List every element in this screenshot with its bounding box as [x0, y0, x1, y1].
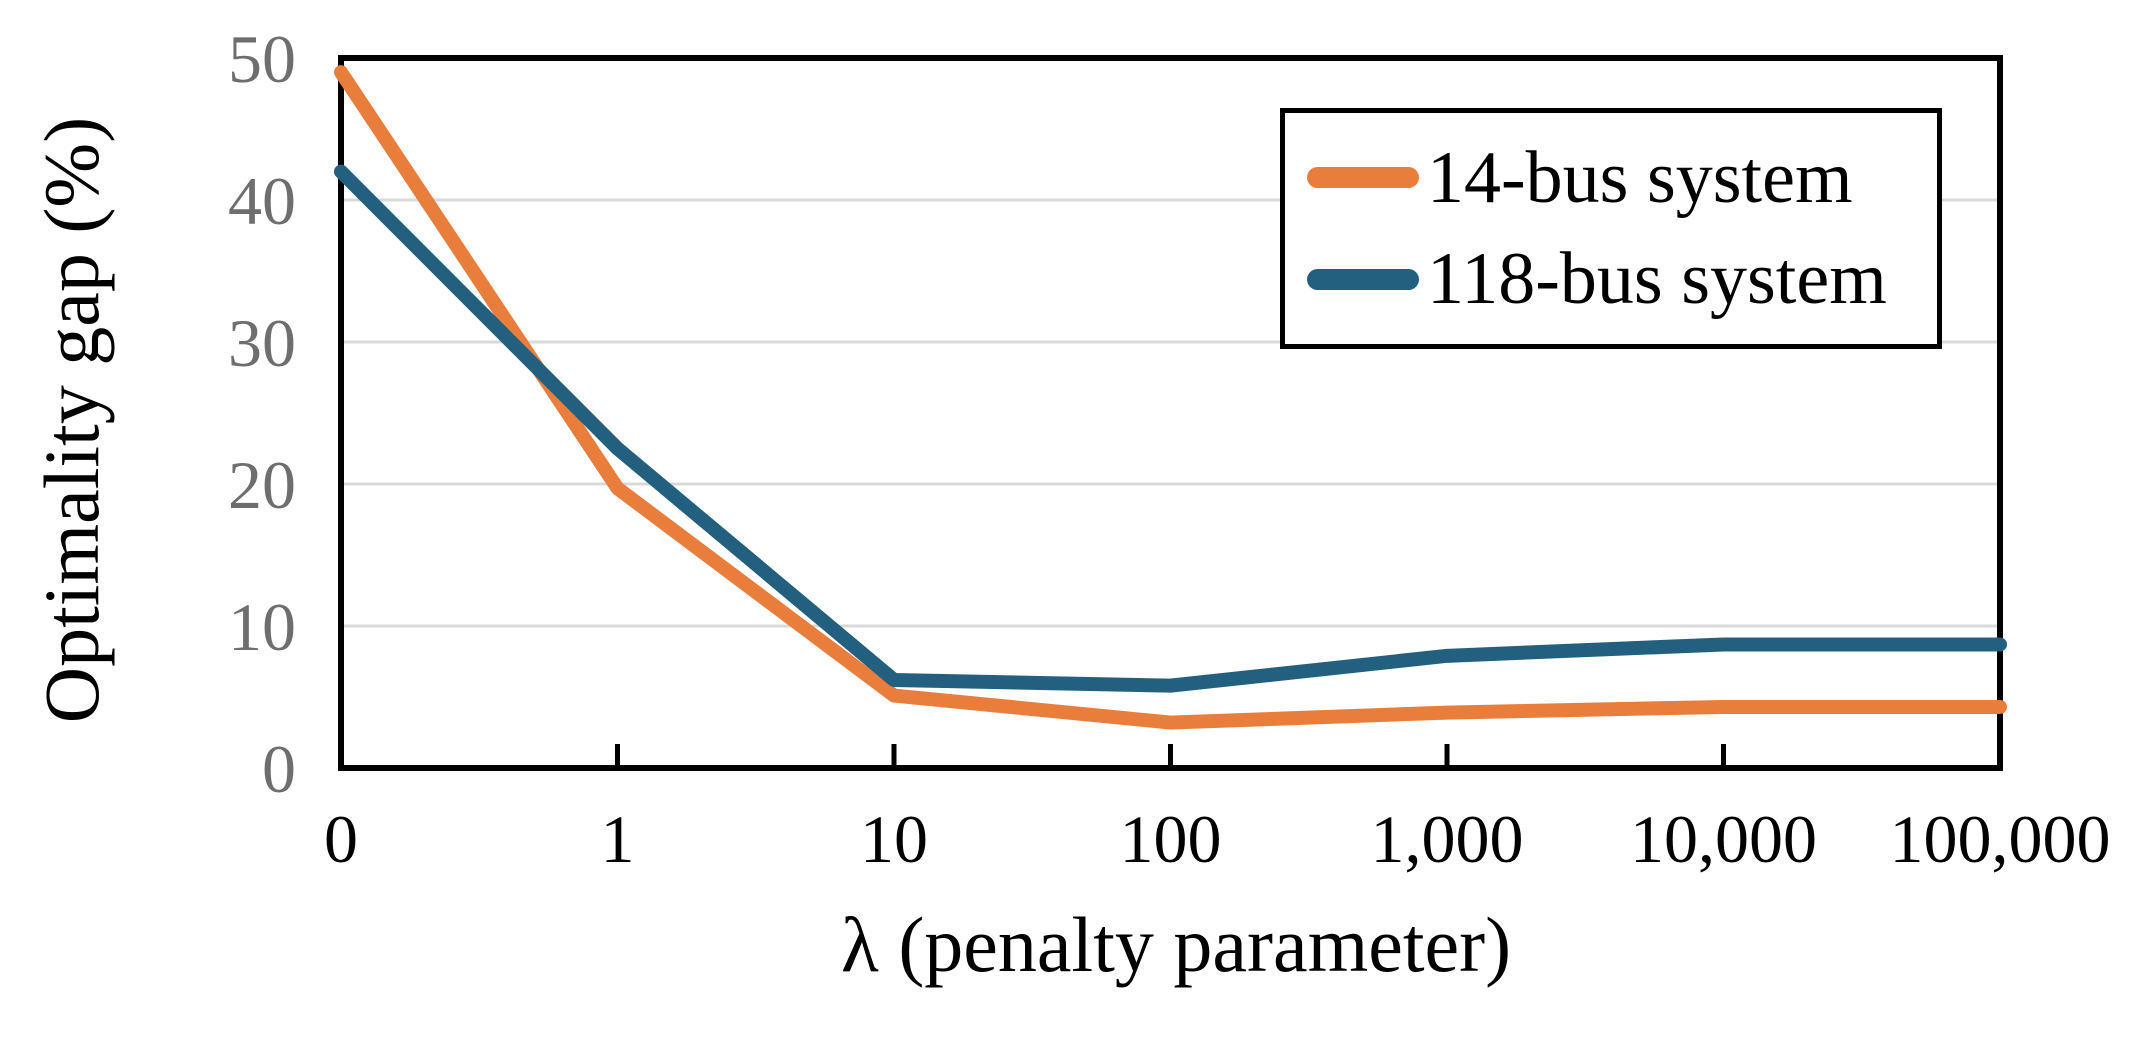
series-line-14-bus-system: [334, 65, 2007, 730]
legend-swatch-14-bus-line: [1307, 167, 1419, 189]
y-tick-label-50: 50: [228, 21, 296, 97]
data-series: [334, 65, 2007, 730]
legend-label-118-bus: 118-bus system: [1427, 238, 1887, 321]
legend-label-14-bus: 14-bus system: [1427, 136, 1853, 219]
y-tick-label-10: 10: [228, 589, 296, 665]
legend: 14-bus system 118-bus system: [1280, 108, 1942, 349]
y-axis-title: Optimality gap (%): [28, 116, 115, 724]
legend-item-14-bus: 14-bus system: [1307, 141, 1937, 215]
x-tick-label-0: 0: [324, 801, 358, 877]
tick-labels: 0 10 20 30 40 50 0 1 10 100 1,000 10,000 100,000: [228, 21, 2111, 877]
axis-ticks: [615, 744, 1726, 765]
series-line-118-bus-system: [334, 164, 2007, 693]
plot-frame: [338, 55, 2003, 771]
x-tick-label-100,000: 100,000: [1890, 801, 2111, 877]
y-tick-label-0: 0: [262, 731, 296, 807]
x-axis-title: λ (penalty parameter): [841, 901, 1512, 988]
y-tick-label-20: 20: [228, 447, 296, 523]
x-tick-label-100: 100: [1120, 801, 1222, 877]
x-tick-label-10,000: 10,000: [1630, 801, 1817, 877]
legend-swatch-118-bus-line: [1307, 268, 1419, 290]
x-tick-label-1,000: 1,000: [1371, 801, 1524, 877]
legend-item-118-bus: 118-bus system: [1307, 242, 1937, 316]
y-tick-label-30: 30: [228, 305, 296, 381]
x-tick-label-10: 10: [860, 801, 928, 877]
y-tick-label-40: 40: [228, 163, 296, 239]
plot-border: [338, 55, 2003, 771]
x-tick-label-1: 1: [601, 801, 635, 877]
